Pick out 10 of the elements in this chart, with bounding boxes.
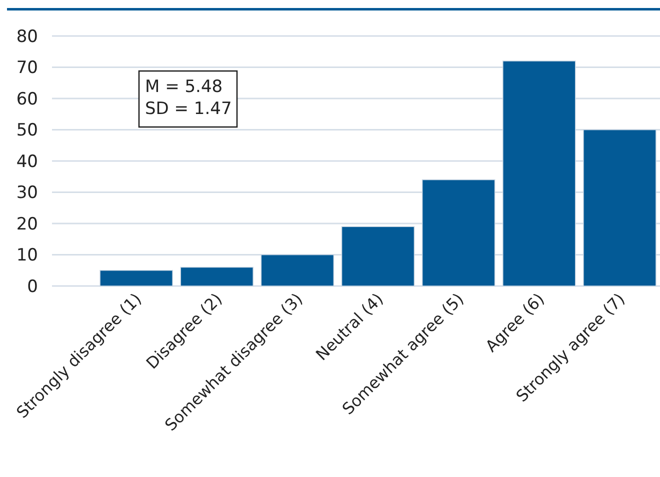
y-tick-label: 70 — [16, 58, 38, 78]
annotation: M = 5.48 SD = 1.47 — [145, 77, 232, 119]
y-tick-label: 0 — [27, 276, 38, 297]
y-tick-label: 60 — [16, 89, 38, 110]
y-tick-label: 40 — [16, 152, 38, 172]
y-tick-label: 20 — [16, 214, 38, 234]
y-tick-label: 30 — [16, 183, 38, 204]
y-tick-label: 80 — [16, 26, 38, 47]
y-tick-label: 50 — [16, 120, 38, 141]
y-tick-label: 10 — [16, 246, 38, 266]
